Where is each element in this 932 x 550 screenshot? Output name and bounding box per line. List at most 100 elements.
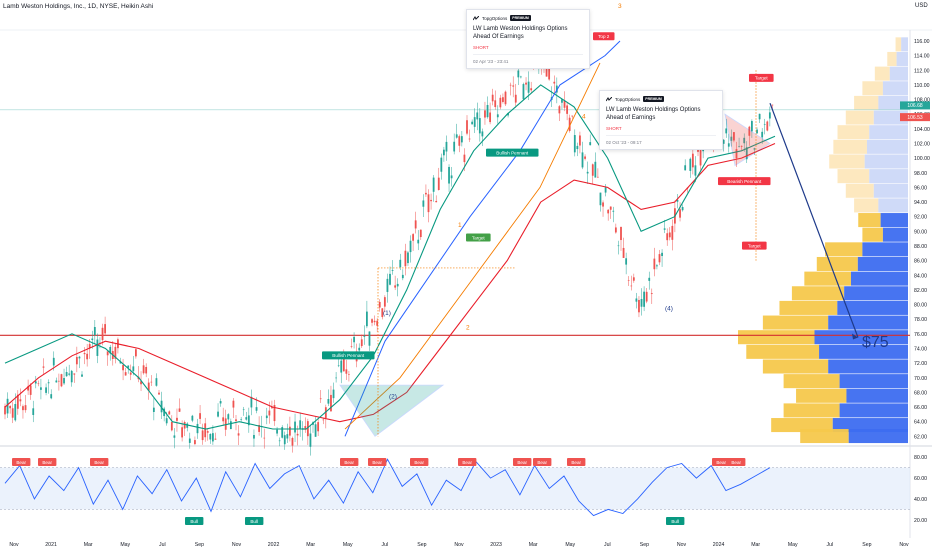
candle: [432, 175, 435, 202]
candle: [409, 235, 412, 263]
candle: [681, 204, 684, 212]
candle: [4, 403, 6, 420]
candle-body: [727, 143, 730, 147]
volume-profile-bar: [854, 198, 879, 213]
candle: [273, 399, 276, 426]
candle-body: [330, 394, 332, 412]
volume-profile-row: [858, 213, 908, 228]
candle: [348, 370, 350, 382]
candle-body: [396, 283, 399, 287]
candle-body: [507, 113, 509, 116]
volume-profile-bar: [833, 139, 867, 154]
volume-profile-bar: [828, 359, 908, 374]
wave-label: (2): [389, 393, 397, 400]
candle-body: [34, 381, 37, 384]
idea-card-1[interactable]: TopgOptions PREMIUM LW Lamb Weston Holdi…: [466, 9, 590, 69]
candle: [24, 394, 27, 413]
candle-body: [691, 153, 694, 168]
candle-body: [743, 137, 746, 144]
candle-body: [771, 104, 774, 106]
volume-profile-bar: [845, 110, 874, 125]
label-bullish-pennant-bg: [486, 148, 539, 157]
volume-profile-bar: [796, 388, 847, 403]
volume-profile-row: [887, 51, 908, 67]
ema-fast-line: [4, 84, 776, 430]
rsi-bear-badge-bg: [727, 458, 746, 466]
last-price-value: 106.68: [907, 103, 923, 109]
rsi-bull-badge: Bull: [185, 517, 204, 525]
label-target-text: Target: [472, 235, 485, 240]
candle-body: [147, 382, 150, 391]
candle: [766, 120, 769, 132]
rsi-bear-badge-text: Bear: [414, 460, 424, 465]
price-axis-tick: 100.00: [914, 156, 930, 162]
candle-body: [645, 291, 648, 302]
candle-body: [545, 66, 548, 77]
time-axis-tick: Sep: [862, 542, 871, 548]
candle-body: [209, 433, 212, 440]
volume-profile-bar: [887, 51, 897, 67]
candle: [581, 141, 584, 170]
price-axis-tick: 62.00: [914, 434, 927, 440]
candle-body: [255, 407, 258, 411]
candle-body: [607, 209, 610, 214]
candle-body: [625, 258, 628, 265]
candle: [158, 389, 160, 395]
last-price-tag: 106.68: [900, 101, 930, 110]
candle-body: [748, 126, 751, 136]
time-axis-tick: 2024: [713, 542, 725, 548]
candle: [247, 407, 250, 433]
candle: [65, 366, 68, 377]
candle: [191, 414, 194, 423]
candle-body: [19, 399, 22, 402]
rsi-bear-badge-bg: [513, 458, 532, 466]
candle-body: [124, 372, 127, 376]
candle-body: [183, 422, 186, 429]
candle: [142, 358, 145, 375]
rsi-bull-badge-bg: [245, 517, 264, 525]
candle-body: [78, 356, 81, 359]
candle: [568, 114, 571, 133]
candle-body: [502, 97, 504, 102]
candle: [478, 108, 481, 142]
volume-profile-bar: [882, 227, 908, 242]
candle: [489, 102, 491, 125]
wave-label: 4: [582, 114, 586, 121]
candle-body: [430, 199, 432, 202]
candle-body: [114, 346, 117, 359]
rsi-bear-badge-bg: [38, 458, 57, 466]
rsi-bear-badge-bg: [368, 458, 387, 466]
candle-body: [152, 407, 155, 412]
candle: [602, 200, 604, 217]
candle-body: [140, 381, 142, 385]
candle: [209, 433, 212, 444]
candle-body: [150, 381, 153, 383]
candle: [217, 403, 219, 418]
volume-profile-bar: [819, 344, 908, 359]
candle-body: [661, 252, 663, 257]
price-axis-tick: 98.00: [914, 171, 927, 177]
time-axis-tick: Jul: [827, 542, 834, 548]
candle-body: [520, 76, 522, 78]
candle-body: [273, 405, 276, 422]
candle: [373, 315, 376, 326]
idea-card-2[interactable]: TopgOptions PREMIUM LW Lamb Weston Holdi…: [599, 90, 723, 150]
idea-title[interactable]: LW Lamb Weston Holdings Options Ahead of…: [606, 107, 701, 121]
volume-profile-bar: [738, 330, 815, 345]
idea-title[interactable]: LW Lamb Weston Holdings Options Ahead Of…: [473, 26, 568, 40]
candle-body: [47, 382, 50, 384]
candle: [689, 157, 692, 178]
candle-body: [386, 278, 389, 292]
volume-profile-bar: [800, 429, 849, 444]
candle-body: [561, 99, 563, 103]
candle-body: [132, 366, 135, 372]
price-axis-tick: 92.00: [914, 215, 927, 221]
candle: [768, 106, 771, 127]
candle: [345, 359, 348, 380]
volume-profile-row: [833, 139, 908, 154]
volume-profile-row: [762, 315, 908, 330]
volume-profile-bar: [839, 374, 908, 389]
candle-body: [63, 378, 65, 384]
candle: [81, 371, 83, 377]
